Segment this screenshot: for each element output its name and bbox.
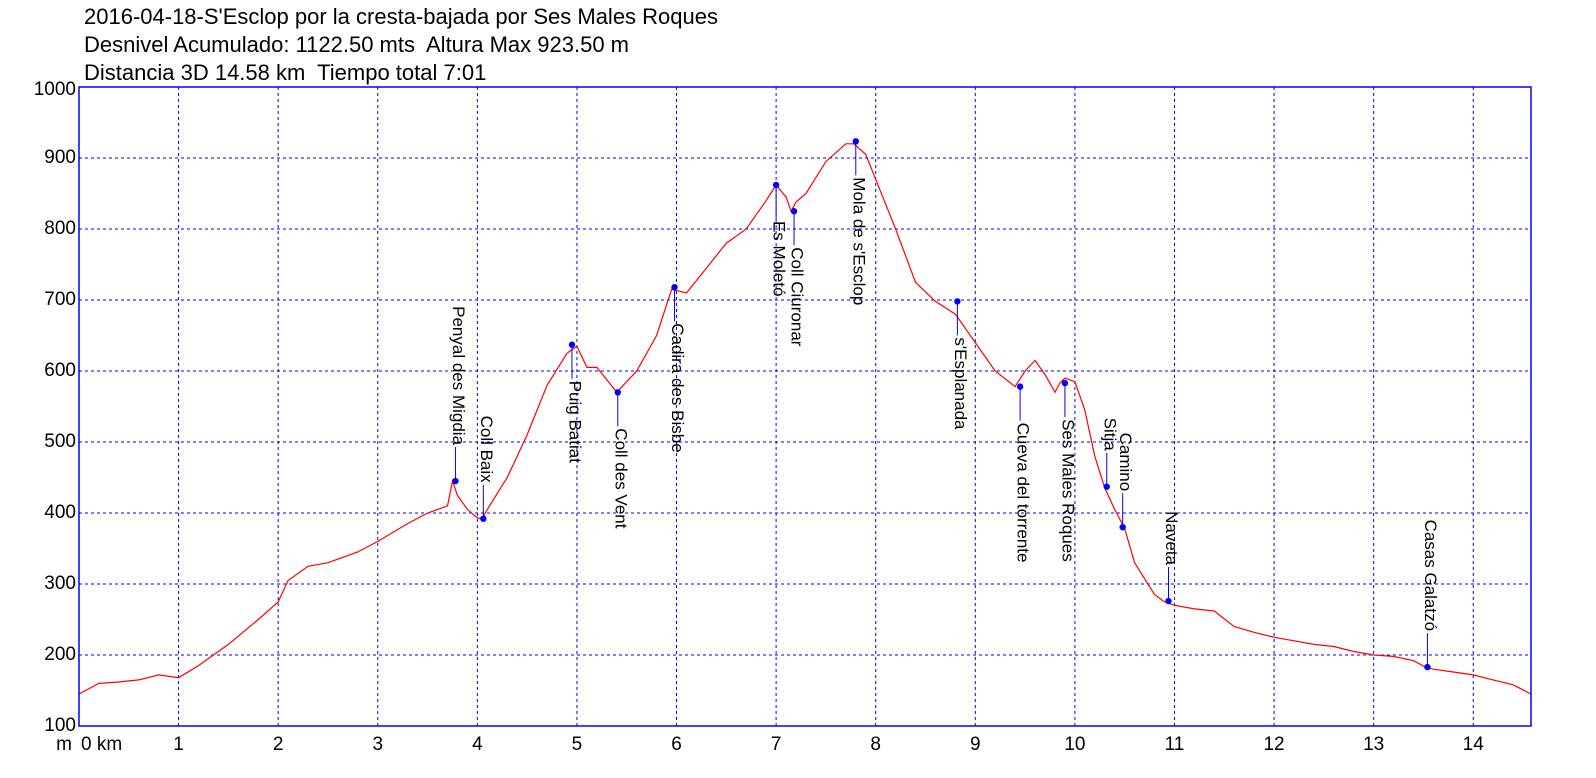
x-tick-label: 14 (1463, 734, 1485, 755)
chart-title-line-1: 2016-04-18-S'Esclop por la cresta-bajada… (84, 4, 718, 29)
x-tick-label: 8 (870, 734, 881, 755)
waypoint-marker (568, 341, 576, 348)
waypoint-marker (452, 477, 459, 485)
waypoint: Cueva del torrente (1014, 383, 1033, 562)
waypoint: Cadira des Bisbe (668, 284, 687, 453)
y-tick-label: 1000 (34, 79, 76, 100)
waypoint-label: Sitja (1100, 418, 1119, 452)
waypoint-label: Cadira des Bisbe (668, 323, 687, 452)
x-unit-label: m (56, 734, 72, 755)
waypoint: Ses Males Roques (1058, 379, 1077, 562)
waypoint-marker (1424, 663, 1431, 671)
x-tick-label: 5 (572, 734, 583, 755)
x-tick-label: 0 km (81, 734, 122, 755)
waypoint: Camino (1116, 433, 1135, 531)
waypoint-label: Naveta (1162, 511, 1181, 565)
profile-layer (78, 143, 1532, 695)
x-tick-label: 13 (1363, 734, 1384, 755)
grid (79, 87, 1531, 726)
y-tick-label: 900 (44, 147, 76, 168)
plot-frame (78, 86, 1532, 727)
waypoint-label: s'Esplanada (951, 337, 970, 430)
waypoint: Mola de s'Esclop (849, 138, 868, 305)
y-tick-label: 700 (44, 289, 76, 310)
x-tick-label: 1 (173, 734, 184, 755)
waypoint-marker (671, 284, 678, 291)
waypoint-label: Casas Galatzó (1421, 520, 1440, 632)
elevation-profile-line (78, 143, 1532, 695)
waypoint-label: Coll Baix (477, 416, 496, 484)
waypoint: Coll Baix (477, 416, 496, 522)
waypoint: Penyal des Migdia (449, 306, 468, 485)
waypoint-marker (954, 298, 961, 305)
waypoint-marker (1016, 383, 1024, 390)
y-tick-label: 600 (44, 360, 76, 381)
waypoint-label: Mola de s'Esclop (849, 177, 868, 305)
y-tick-label: 500 (44, 431, 76, 452)
y-tick-label: 400 (44, 502, 76, 523)
x-tick-label: 11 (1165, 734, 1185, 755)
waypoint-marker (1119, 524, 1126, 531)
waypoint-label: Puig Batiat (565, 381, 584, 463)
waypoint-label: Coll des Vent (611, 428, 630, 528)
y-tick-label: 300 (44, 573, 76, 594)
waypoint-label: Ses Males Roques (1058, 419, 1077, 562)
x-tick-label: 7 (771, 734, 782, 755)
waypoint-label: Coll Ciuronar (788, 247, 807, 347)
waypoint: Puig Batiat (565, 341, 584, 463)
waypoint-marker (790, 208, 798, 215)
waypoint-marker (1165, 597, 1172, 605)
y-tick-label: 200 (44, 644, 76, 665)
x-tick-label: 3 (372, 734, 383, 755)
waypoint: Casas Galatzó (1421, 520, 1440, 671)
waypoint-marker (1061, 379, 1069, 387)
waypoint-marker (1103, 483, 1110, 490)
y-tick-label: 100 (44, 715, 76, 736)
x-tick-label: 9 (970, 734, 981, 755)
waypoint: s'Esplanada (951, 298, 970, 430)
waypoint: Naveta (1162, 511, 1181, 605)
x-tick-label: 4 (472, 734, 483, 755)
waypoint-marker (772, 181, 780, 189)
x-tick-label: 2 (273, 734, 284, 755)
waypoint-marker (614, 389, 621, 396)
plot-frame-layer (78, 86, 1532, 727)
waypoint-label: Camino (1116, 433, 1135, 492)
x-tick-label: 12 (1263, 734, 1284, 755)
waypoint-label: Penyal des Migdia (449, 306, 468, 445)
x-tick-label: 6 (671, 734, 682, 755)
waypoint-marker (852, 138, 859, 145)
waypoints: Penyal des Migdia Coll Baix Puig Batiat Col… (449, 138, 1440, 671)
x-tick-label: 10 (1064, 734, 1085, 755)
waypoint: Coll Ciuronar (788, 208, 807, 347)
waypoint-label: Cueva del torrente (1014, 423, 1033, 563)
waypoint: Es Moletó (770, 181, 789, 297)
waypoint: Coll des Vent (611, 389, 630, 529)
chart-title-line-2: Desnivel Acumulado: 1122.50 mts Altura M… (84, 32, 629, 57)
waypoint-marker (480, 515, 487, 522)
chart-title-line-3: Distancia 3D 14.58 km Tiempo total 7:01 (84, 60, 487, 85)
y-tick-label: 800 (44, 218, 76, 239)
y-axis-ticks: 100 200 300 400 500 600 700 800 900 1000 (34, 79, 76, 736)
waypoint-label: Es Moletó (770, 221, 789, 297)
waypoint: Sitja (1100, 418, 1119, 490)
x-axis-ticks: m 0 km 1 2 3 4 5 6 7 8 9 10 11 12 13 14 (56, 734, 1484, 755)
